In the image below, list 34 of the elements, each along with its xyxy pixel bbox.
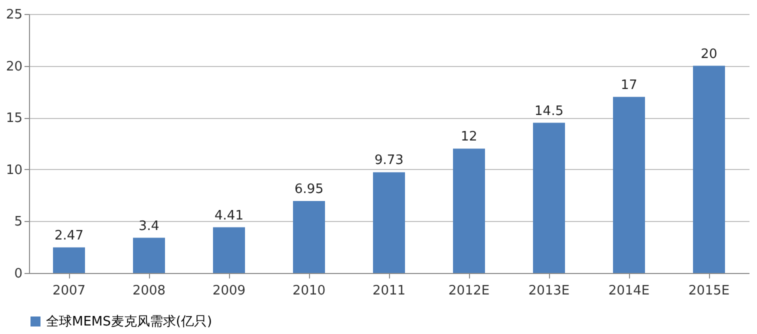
- x-tick-label: 2007: [52, 284, 86, 298]
- bar: [133, 238, 165, 273]
- data-label: 9.73: [374, 153, 404, 168]
- bar: [213, 227, 245, 273]
- x-tick-label: 2008: [132, 284, 166, 298]
- legend-label: 全球MEMS麦克风需求(亿只): [46, 314, 212, 330]
- y-tick-label: 5: [14, 214, 22, 230]
- data-label: 14.5: [534, 104, 564, 119]
- x-tick-label: 2012E: [448, 284, 490, 298]
- data-label: 17: [620, 78, 638, 93]
- x-tick-label: 2009: [212, 284, 246, 298]
- data-label: 2.47: [54, 228, 84, 244]
- bar: [613, 96, 645, 273]
- data-label: 3.4: [138, 218, 160, 234]
- bar: [53, 247, 85, 273]
- bar: [293, 201, 325, 273]
- bar: [453, 148, 485, 273]
- y-tick-label: 25: [6, 8, 22, 22]
- data-label: 20: [700, 46, 718, 62]
- y-tick-label: 0: [14, 266, 22, 282]
- data-label: 4.41: [214, 208, 244, 224]
- x-tick-label: 2015E: [688, 284, 730, 298]
- x-tick-label: 2013E: [528, 284, 570, 298]
- x-tick-label: 2011: [372, 284, 406, 298]
- x-tick-label: 2010: [292, 284, 326, 298]
- y-tick-label: 10: [6, 162, 22, 178]
- bar: [693, 66, 725, 273]
- y-tick-label: 15: [6, 111, 22, 126]
- bar: [533, 122, 565, 273]
- bar: [373, 172, 405, 273]
- x-tick-label: 2014E: [608, 284, 650, 298]
- data-label: 12: [460, 130, 478, 145]
- y-tick-label: 20: [6, 59, 22, 74]
- data-label: 6.95: [294, 182, 324, 197]
